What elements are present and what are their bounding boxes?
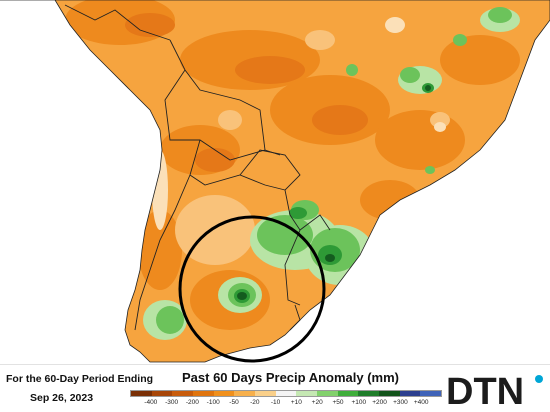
legend-swatch [213,391,235,396]
legend-swatch [234,391,256,396]
dry-zone-light [175,30,450,265]
legend-tick-label: +300 [393,399,408,406]
legend-swatch [358,391,380,396]
legend-footer: For the 60-Day Period Ending Sep 26, 202… [0,364,550,412]
legend-tick-label: -50 [229,399,239,406]
legend-color-bar [130,390,442,397]
legend-swatch [275,391,297,396]
legend-tick-label: -100 [206,399,220,406]
period-caption: For the 60-Day Period Ending [6,373,154,385]
legend-swatch [420,391,442,396]
legend-swatch [317,391,338,396]
legend-swatch [193,391,214,396]
legend-tick-labels: -400 -300 -200 -100 -50 -20 -10 +10 +20 +50 +100 +2… [130,399,442,409]
legend-tick-label: +400 [413,399,429,406]
legend-swatch [296,391,318,396]
legend-swatch [399,391,421,396]
legend-swatch [131,391,152,396]
legend-swatch [151,391,173,396]
dry-zone-moderate [65,0,520,330]
legend-swatch [337,391,359,396]
legend-tick-label: +10 [290,399,302,406]
legend-title: Past 60 Days Precip Anomaly (mm) [182,370,399,385]
legend-tick-label: -400 [144,399,158,406]
country-borders [64,4,331,331]
legend-tick-label: +50 [332,399,344,406]
legend-tick-label: -200 [185,399,199,406]
legend-swatch [255,391,276,396]
legend-tick-label: -20 [250,399,260,406]
dtn-logo: DTN [446,371,543,409]
dry-zone-strong [125,13,368,172]
legend-tick-label: +200 [372,399,387,406]
dtn-logo-dot [535,375,543,383]
legend-swatch [172,391,194,396]
legend-tick-label: -300 [165,399,179,406]
period-end-date: Sep 26, 2023 [30,392,94,404]
legend-tick-label: +20 [311,399,323,406]
legend-swatch [379,391,400,396]
legend-tick-label: -10 [270,399,281,406]
wet-zone-extreme [237,85,431,300]
highlight-circle [178,215,326,363]
dtn-logo-text: DTN [446,371,524,409]
legend-tick-label: +100 [351,399,367,406]
